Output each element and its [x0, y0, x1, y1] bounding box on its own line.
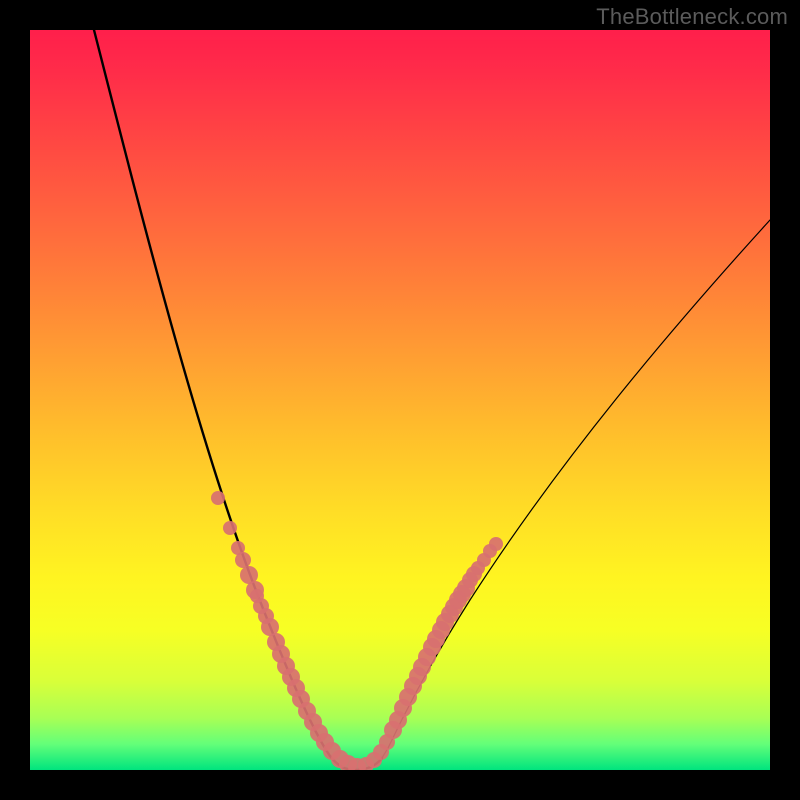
curve-path — [94, 30, 330, 756]
curve-path — [382, 220, 770, 758]
curves-layer — [30, 30, 770, 770]
marker-dot — [235, 552, 251, 568]
watermark-text: TheBottleneck.com — [596, 4, 788, 30]
chart-frame: TheBottleneck.com — [0, 0, 800, 800]
marker-dot — [250, 589, 264, 603]
plot-area — [30, 30, 770, 770]
marker-dot — [489, 537, 503, 551]
marker-dot — [223, 521, 237, 535]
marker-dot — [211, 491, 225, 505]
